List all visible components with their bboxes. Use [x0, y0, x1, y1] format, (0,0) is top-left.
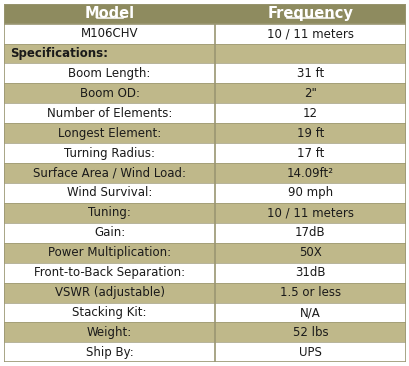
- Bar: [4, 263, 214, 283]
- Text: Ship By:: Ship By:: [85, 346, 133, 359]
- Bar: [4, 283, 214, 303]
- Bar: [4, 4, 214, 23]
- Text: Frequency: Frequency: [267, 6, 353, 21]
- Bar: [4, 23, 214, 44]
- Text: Gain:: Gain:: [94, 226, 125, 239]
- Text: Model: Model: [84, 6, 134, 21]
- Bar: [214, 44, 405, 63]
- Bar: [4, 163, 214, 183]
- Bar: [4, 223, 214, 243]
- Bar: [214, 103, 405, 123]
- Text: Tuning:: Tuning:: [88, 206, 131, 219]
- Text: Boom Length:: Boom Length:: [68, 67, 151, 80]
- Text: VSWR (adjustable): VSWR (adjustable): [54, 286, 164, 299]
- Bar: [4, 322, 214, 343]
- Text: 31 ft: 31 ft: [296, 67, 323, 80]
- Text: Longest Element:: Longest Element:: [58, 127, 161, 140]
- Text: 90 mph: 90 mph: [287, 186, 332, 199]
- Bar: [4, 303, 214, 322]
- Bar: [4, 44, 214, 63]
- Text: 17 ft: 17 ft: [296, 147, 324, 160]
- Bar: [214, 243, 405, 263]
- Text: Number of Elements:: Number of Elements:: [47, 107, 172, 120]
- Text: 1.5 or less: 1.5 or less: [279, 286, 340, 299]
- Bar: [214, 23, 405, 44]
- Text: Surface Area / Wind Load:: Surface Area / Wind Load:: [33, 167, 186, 180]
- Text: UPS: UPS: [298, 346, 321, 359]
- Bar: [4, 83, 214, 103]
- Bar: [214, 123, 405, 143]
- Bar: [214, 83, 405, 103]
- Text: 10 / 11 meters: 10 / 11 meters: [266, 206, 353, 219]
- Bar: [214, 63, 405, 83]
- Text: 2": 2": [303, 87, 316, 100]
- Text: 14.09ft²: 14.09ft²: [286, 167, 333, 180]
- Bar: [214, 223, 405, 243]
- Bar: [214, 4, 405, 23]
- Text: 12: 12: [302, 107, 317, 120]
- Bar: [4, 123, 214, 143]
- Bar: [4, 63, 214, 83]
- Bar: [4, 143, 214, 163]
- Text: 17dB: 17dB: [294, 226, 325, 239]
- Bar: [4, 203, 214, 223]
- Text: Power Multiplication:: Power Multiplication:: [48, 246, 171, 259]
- Text: M106CHV: M106CHV: [81, 27, 138, 40]
- Bar: [214, 322, 405, 343]
- Text: 19 ft: 19 ft: [296, 127, 324, 140]
- Text: 31dB: 31dB: [294, 266, 325, 279]
- Bar: [214, 343, 405, 362]
- Text: Specifications:: Specifications:: [10, 47, 108, 60]
- Text: Front-to-Back Separation:: Front-to-Back Separation:: [34, 266, 185, 279]
- Bar: [214, 283, 405, 303]
- Bar: [214, 163, 405, 183]
- Text: Turning Radius:: Turning Radius:: [64, 147, 155, 160]
- Bar: [214, 183, 405, 203]
- Text: 50X: 50X: [299, 246, 321, 259]
- Bar: [214, 263, 405, 283]
- Text: Wind Survival:: Wind Survival:: [67, 186, 152, 199]
- Text: 10 / 11 meters: 10 / 11 meters: [266, 27, 353, 40]
- Bar: [4, 343, 214, 362]
- Bar: [4, 183, 214, 203]
- Bar: [4, 103, 214, 123]
- Bar: [214, 143, 405, 163]
- Text: Stacking Kit:: Stacking Kit:: [72, 306, 146, 319]
- Text: 52 lbs: 52 lbs: [292, 326, 328, 339]
- Bar: [214, 203, 405, 223]
- Text: N/A: N/A: [299, 306, 320, 319]
- Text: Boom OD:: Boom OD:: [79, 87, 139, 100]
- Text: Weight:: Weight:: [87, 326, 132, 339]
- Bar: [4, 243, 214, 263]
- Bar: [214, 303, 405, 322]
